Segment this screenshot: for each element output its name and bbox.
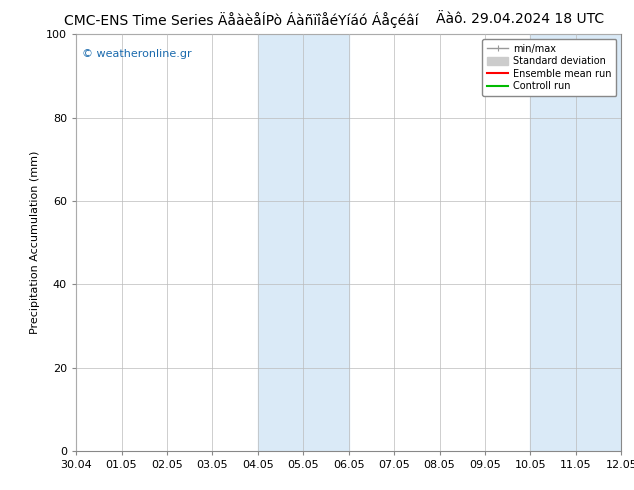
Bar xyxy=(531,34,621,451)
Text: Äàô. 29.04.2024 18 UTC: Äàô. 29.04.2024 18 UTC xyxy=(436,12,604,26)
Text: © weatheronline.gr: © weatheronline.gr xyxy=(82,49,191,59)
Y-axis label: Precipitation Accumulation (mm): Precipitation Accumulation (mm) xyxy=(30,151,41,334)
Bar xyxy=(258,34,349,451)
Legend: min/max, Standard deviation, Ensemble mean run, Controll run: min/max, Standard deviation, Ensemble me… xyxy=(482,39,616,96)
Text: CMC-ENS Time Series ÄåàèåÍPò ÁàñïîåéYíáó Áåçéâí: CMC-ENS Time Series ÄåàèåÍPò ÁàñïîåéYíáó… xyxy=(63,12,418,28)
